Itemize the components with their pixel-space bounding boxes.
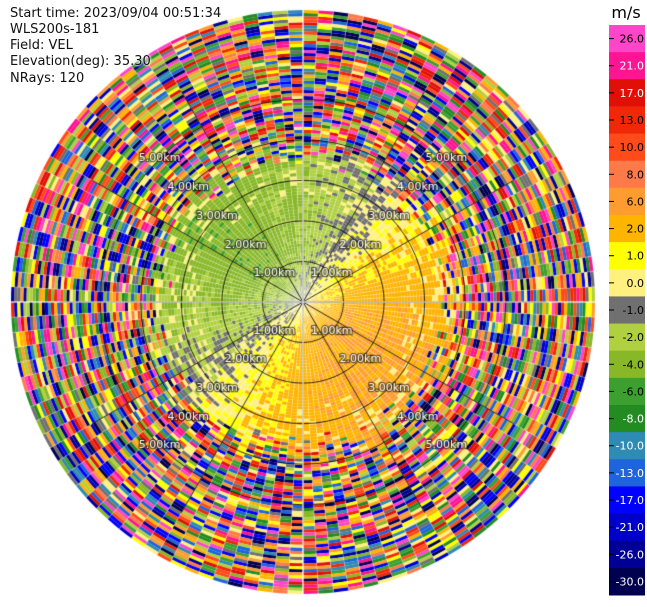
colorbar-swatch — [609, 540, 645, 569]
nrays-label: NRays: 120 — [10, 71, 85, 86]
colorbar-swatch — [609, 269, 645, 297]
colorbar-swatch — [609, 459, 645, 487]
colorbar-tick-label: -4.0 — [623, 358, 644, 371]
colorbar-tick-label: -1.0 — [623, 304, 644, 317]
colorbar-swatch — [609, 52, 645, 80]
colorbar-swatch — [609, 323, 645, 352]
colorbar-tick-label: -6.0 — [623, 385, 644, 398]
colorbar-swatch — [609, 160, 645, 189]
colorbar-tick-label: -30.0 — [616, 575, 644, 588]
colorbar-tick-label: 0.0 — [627, 277, 645, 290]
colorbar-swatch — [609, 350, 645, 379]
colorbar-tick-label: 13.0 — [620, 114, 645, 127]
colorbar-tick-label: 6.0 — [627, 195, 645, 208]
field-label: Field: VEL — [10, 38, 73, 53]
instrument-label: WLS200s-181 — [10, 22, 100, 37]
colorbar-tick-label: 21.0 — [620, 60, 645, 73]
colorbar-swatch — [609, 432, 645, 460]
colorbar-tick-label: 8.0 — [627, 168, 645, 181]
colorbar-tick-label: -2.0 — [623, 331, 644, 344]
colorbar-swatch — [609, 486, 645, 515]
colorbar-swatch — [609, 106, 645, 135]
colorbar-swatch — [609, 296, 645, 325]
radar-ppi-velocity-plot — [0, 0, 605, 607]
velocity-colorbar: m/s 26.0 21.0 17.0 13.0 10.0 8.0 6.0 2.0 1.0 0.0 -1… — [609, 3, 645, 596]
colorbar-tick-label: -17.0 — [616, 494, 644, 507]
elevation-label: Elevation(deg): 35.30 — [10, 54, 151, 69]
colorbar-tick-label: -21.0 — [616, 521, 644, 534]
colorbar-tick-label: 17.0 — [620, 87, 645, 100]
colorbar-swatch — [609, 215, 645, 243]
colorbar-tick-label: 1.0 — [627, 250, 645, 263]
colorbar-tick-label: 10.0 — [620, 141, 645, 154]
colorbar-tick-label: 2.0 — [627, 223, 645, 236]
colorbar-swatch — [609, 377, 645, 406]
colorbar-swatch — [609, 187, 645, 216]
colorbar-swatch — [609, 25, 645, 53]
colorbar-swatch — [609, 79, 645, 107]
colorbar-unit-label: m/s — [611, 3, 640, 22]
colorbar-swatch — [609, 567, 645, 596]
colorbar-tick-label: -13.0 — [616, 467, 644, 480]
colorbar-swatch — [609, 133, 645, 162]
colorbar-tick-label: -8.0 — [623, 413, 644, 426]
colorbar-tick-label: -10.0 — [616, 440, 644, 453]
start-time-label: Start time: 2023/09/04 00:51:34 — [10, 6, 222, 21]
colorbar-tick-label: 26.0 — [620, 33, 645, 46]
colorbar-swatch — [609, 242, 645, 270]
colorbar-swatch — [609, 405, 645, 433]
colorbar-tick-label: -26.0 — [616, 548, 644, 561]
colorbar-swatch — [609, 513, 645, 542]
